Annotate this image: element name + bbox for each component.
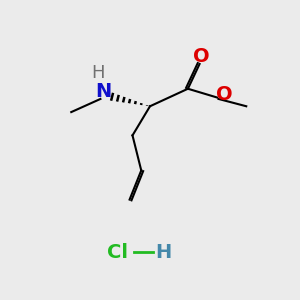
Text: O: O <box>216 85 233 104</box>
Text: Cl: Cl <box>107 243 128 262</box>
Text: H: H <box>91 64 104 82</box>
Text: N: N <box>95 82 112 101</box>
Text: O: O <box>193 47 209 66</box>
Text: H: H <box>155 243 171 262</box>
